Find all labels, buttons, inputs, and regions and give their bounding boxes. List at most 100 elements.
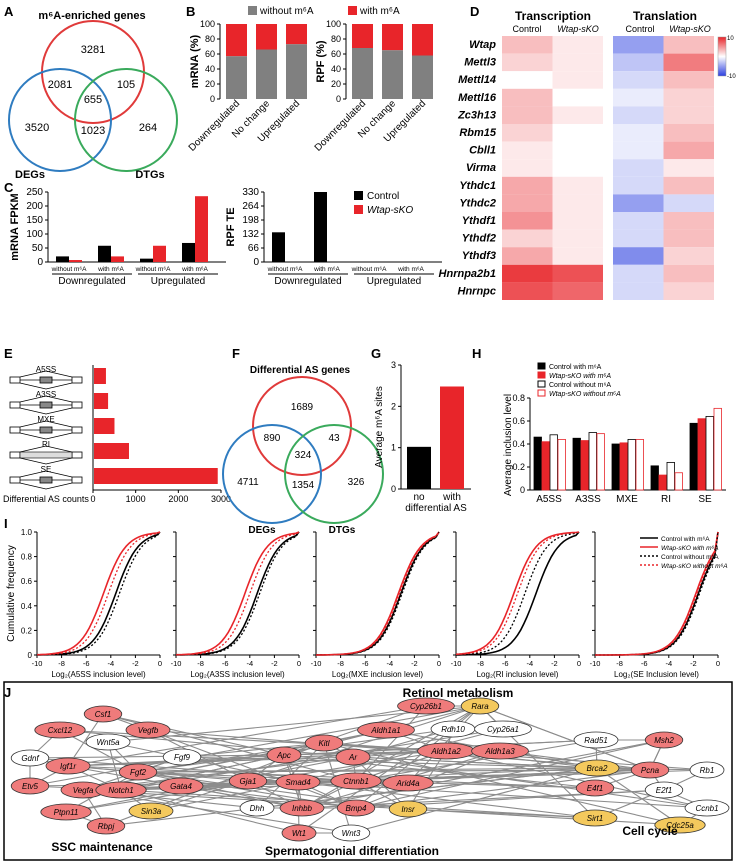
legend-b-gray-swatch: [248, 6, 257, 15]
panel-letter-e: E: [4, 346, 13, 361]
gene-node-label: Kitl: [318, 739, 329, 748]
gene-node-label: E4f1: [587, 784, 603, 793]
network-nodes: Csf1 Vegfb Cxcl12 Wnt5a Fgf9 Gdnf Fgf2 Igf1r Etv…: [10, 697, 730, 842]
heatmap-cell: [552, 124, 603, 142]
splice-arc: [19, 382, 73, 390]
tick-label-x: -8: [197, 659, 204, 668]
bar-inclusion: [557, 438, 566, 491]
legend-c-control: Control: [367, 191, 399, 202]
gene-node: [574, 759, 620, 777]
network-edge: [147, 729, 651, 771]
heatmap-cell: [663, 71, 714, 89]
network-edge: [352, 756, 708, 809]
tick-label-x: without m⁶A: [51, 266, 87, 273]
bar-with-m6a: [226, 24, 247, 57]
heatmap-cell: [663, 282, 714, 300]
heatmap-cell: [663, 88, 714, 107]
panel-letter-g: G: [371, 346, 381, 361]
heatmap-cell: [663, 53, 714, 72]
heatmap-cell: [613, 194, 664, 212]
panel-letter-j: J: [4, 685, 11, 700]
gene-node-label: Rb1: [700, 766, 715, 775]
bar-as-count: [94, 468, 218, 484]
heatmap-cell: [552, 264, 603, 283]
heatmap-cell: [552, 229, 603, 248]
group-label: Upregulated: [367, 276, 421, 287]
gene-label: Ythdf2: [462, 233, 496, 245]
legend-c-wtap-swatch: [354, 205, 363, 214]
bar-m6a-sites: [407, 446, 431, 489]
exon-box: [71, 451, 83, 459]
venn-f-right-circle: [284, 424, 384, 524]
bar-wtap: [153, 245, 166, 262]
gene-node-label: Vegfa: [73, 786, 94, 795]
network-edge: [596, 767, 681, 826]
gene-node-label: Brca2: [587, 764, 608, 773]
splice-arc: [19, 407, 73, 415]
heatmap-cell: [613, 88, 664, 107]
axis-label-y: RPF (%): [315, 40, 327, 83]
panel-letter-b: B: [186, 4, 195, 19]
tick-label-y: 250: [26, 187, 43, 198]
gene-node-label: Ptpn11: [54, 808, 79, 817]
heatmap-cell: [552, 194, 603, 212]
gene-node-label: Wt1: [292, 829, 306, 838]
gene-node-label: Csf1: [95, 710, 111, 719]
heatmap-cell: [502, 264, 553, 283]
cdf-curve: [455, 531, 580, 656]
tick-label-y: 0.6: [21, 577, 33, 586]
tick-label-y: 0.8: [21, 553, 33, 562]
gene-node-label: Rara: [471, 702, 489, 711]
heatmap-d: Transcription Translation Control Wtap-s…: [439, 9, 736, 300]
heatmap-cell: [502, 194, 553, 212]
heatmap-cell: [613, 282, 664, 300]
exon-box: [9, 401, 21, 409]
as-type-label: A5SS: [36, 365, 56, 374]
retained-intron: [19, 451, 73, 459]
tick-label-x: -4: [665, 659, 672, 668]
cdf-curve: [36, 531, 161, 656]
heatmap-cell: [552, 159, 603, 177]
tick-label-x: -10: [171, 659, 182, 668]
bar-without-m6a: [286, 44, 307, 99]
network-title-ssc: SSC maintenance: [51, 840, 153, 854]
bar-wtap: [111, 256, 124, 262]
splice-arc: [19, 482, 73, 490]
tick-label-y: 20: [205, 79, 215, 89]
panel-letter-c: C: [4, 180, 14, 195]
gene-node-label: Cdc25a: [666, 821, 694, 830]
gene-label: Mettl14: [458, 74, 496, 86]
bar-control: [314, 192, 327, 262]
tick-label-x: with m⁶A: [97, 266, 124, 273]
heatmap-cell: [613, 247, 664, 265]
legend-b-red-swatch: [348, 6, 357, 15]
cdf-curve: [316, 531, 440, 656]
gene-node: [10, 749, 50, 767]
tick-label-x: SE: [698, 494, 712, 505]
gene-node: [388, 800, 428, 818]
tick-label-y: 100: [200, 19, 215, 29]
heatmap-cell: [613, 71, 664, 89]
tick-label-y: 0: [210, 94, 215, 104]
tick-label-y: 0.6: [512, 416, 525, 426]
bar-inclusion: [541, 441, 550, 491]
bar-control: [56, 256, 69, 262]
gene-node-label: Smad4: [285, 778, 311, 787]
legend-label: Wtap-sKO with m⁶A: [549, 373, 611, 380]
heatmap-cell: [663, 141, 714, 160]
heatmap-cell: [613, 36, 664, 54]
gene-node: [162, 748, 202, 766]
exon-box: [71, 376, 83, 384]
network-edge: [137, 771, 303, 809]
gene-node-label: Igf1r: [60, 762, 76, 771]
tick-label-x: 0: [297, 659, 301, 668]
network-edge: [355, 739, 665, 809]
network-edge: [352, 756, 598, 769]
legend-label: Wtap-sKO without m⁶A: [549, 391, 621, 398]
tick-label-x: -4: [386, 659, 393, 668]
heatmap-cell: [502, 176, 553, 195]
panel-j-frame: [3, 681, 733, 861]
heatmap-sub-control-2: Control: [625, 24, 654, 34]
